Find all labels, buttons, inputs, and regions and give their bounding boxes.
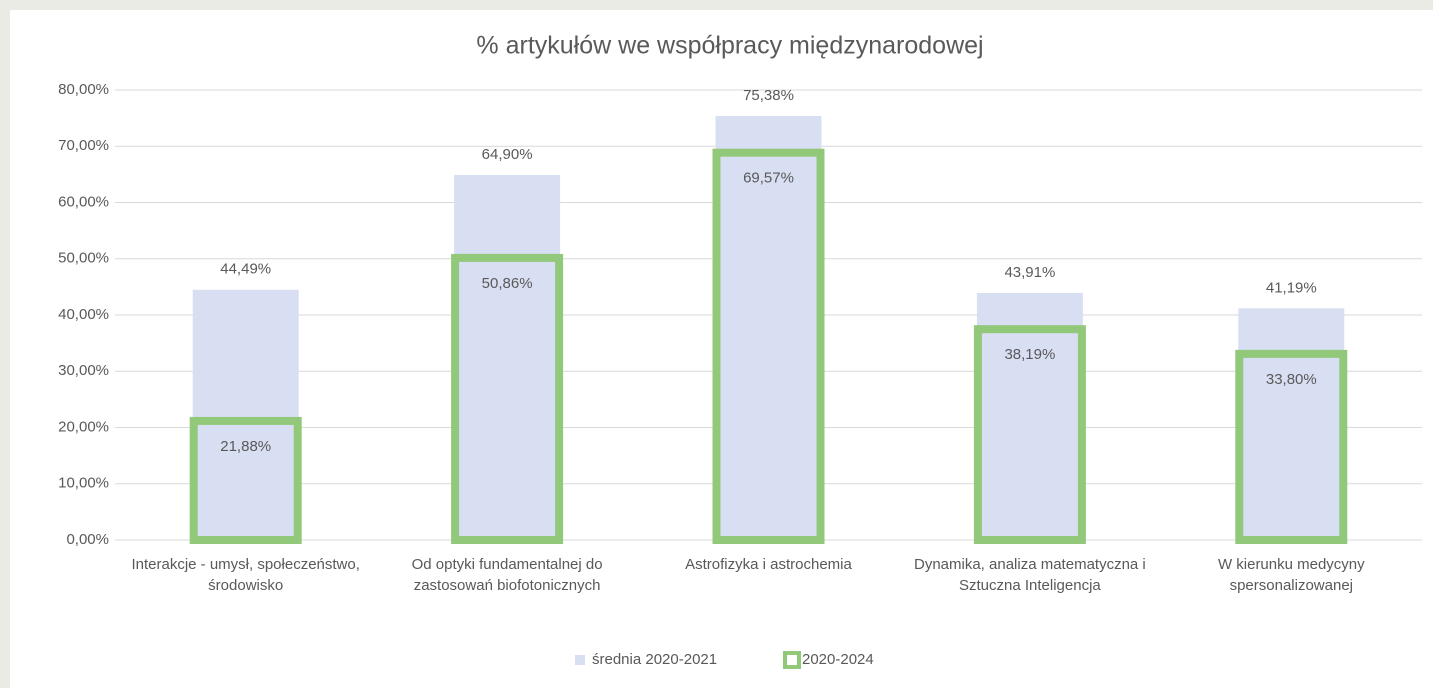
bar: [1235, 349, 1348, 544]
legend-swatch: [783, 651, 801, 669]
data-label: 33,80%: [1266, 371, 1317, 388]
bar: [189, 416, 302, 544]
y-tick-label: 40,00%: [58, 306, 109, 323]
x-tick-label: Dynamika, analiza matematyczna i Sztuczn…: [914, 556, 1146, 594]
x-tick-label: Interakcje - umysł, społeczeństwo, środo…: [131, 556, 360, 594]
bar: [715, 115, 822, 541]
bar: [976, 293, 1083, 540]
y-tick-label: 70,00%: [58, 137, 109, 154]
data-label: 69,57%: [743, 170, 794, 187]
data-label: 43,91%: [1004, 264, 1055, 281]
x-tick-label: Astrofizyka i astrochemia: [685, 556, 852, 573]
y-tick-label: 50,00%: [58, 250, 109, 267]
x-tick-label: Od optyki fundamentalnej do zastosowań b…: [411, 556, 603, 594]
data-label: 38,19%: [1004, 346, 1055, 363]
bar: [451, 253, 564, 544]
y-tick-label: 80,00%: [58, 81, 109, 98]
legend-label: 2020-2024: [802, 651, 874, 668]
bar: [712, 148, 825, 544]
y-tick-label: 20,00%: [58, 418, 109, 435]
legend-swatch: [575, 655, 585, 665]
y-tick-label: 10,00%: [58, 475, 109, 492]
data-label: 41,19%: [1266, 279, 1317, 296]
y-tick-label: 60,00%: [58, 193, 109, 210]
bar: [973, 325, 1086, 544]
y-tick-label: 0,00%: [66, 531, 109, 548]
x-tick-label: W kierunku medycyny spersonalizowanej: [1217, 556, 1365, 594]
data-label: 75,38%: [743, 87, 794, 104]
bar: [454, 174, 561, 540]
legend-label: średnia 2020-2021: [592, 651, 717, 668]
chart-title: % artykułów we współpracy międzynarodowe…: [476, 32, 983, 60]
y-tick-label: 30,00%: [58, 362, 109, 379]
data-label: 64,90%: [482, 146, 533, 163]
data-label: 44,49%: [220, 261, 271, 278]
data-label: 21,88%: [220, 438, 271, 455]
data-label: 50,86%: [482, 275, 533, 292]
bar: [1238, 308, 1345, 540]
bar: [192, 289, 299, 540]
